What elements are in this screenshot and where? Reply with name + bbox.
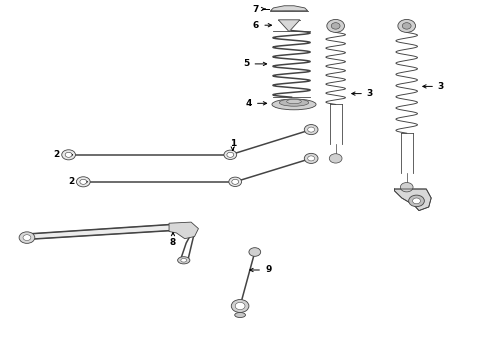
Circle shape xyxy=(409,195,424,207)
Circle shape xyxy=(413,198,420,204)
Text: 4: 4 xyxy=(245,99,252,108)
Circle shape xyxy=(402,23,411,29)
Circle shape xyxy=(304,153,318,163)
Circle shape xyxy=(62,150,75,160)
Polygon shape xyxy=(27,224,174,239)
Circle shape xyxy=(304,125,318,135)
Circle shape xyxy=(65,152,72,157)
Text: 9: 9 xyxy=(265,266,272,274)
Text: 3: 3 xyxy=(367,89,373,98)
Text: 5: 5 xyxy=(243,59,249,68)
Text: 2: 2 xyxy=(69,177,74,186)
Polygon shape xyxy=(270,6,308,11)
Circle shape xyxy=(23,235,31,240)
Circle shape xyxy=(19,232,35,243)
Ellipse shape xyxy=(177,257,190,264)
Circle shape xyxy=(327,19,344,32)
Text: 1: 1 xyxy=(230,139,236,148)
Polygon shape xyxy=(394,189,431,211)
Circle shape xyxy=(76,177,90,187)
Ellipse shape xyxy=(181,258,187,262)
Circle shape xyxy=(329,154,342,163)
Circle shape xyxy=(308,127,315,132)
Circle shape xyxy=(235,302,245,310)
Circle shape xyxy=(249,248,261,256)
Circle shape xyxy=(227,152,234,157)
Text: 6: 6 xyxy=(253,21,259,30)
Ellipse shape xyxy=(272,99,316,110)
Circle shape xyxy=(400,183,413,192)
Polygon shape xyxy=(278,20,300,32)
Text: 2: 2 xyxy=(54,150,60,159)
Circle shape xyxy=(224,150,237,159)
Polygon shape xyxy=(169,222,198,239)
Ellipse shape xyxy=(287,99,301,104)
Text: 3: 3 xyxy=(438,82,444,91)
Circle shape xyxy=(331,23,340,29)
Circle shape xyxy=(398,19,416,32)
Circle shape xyxy=(229,177,242,186)
Ellipse shape xyxy=(278,7,300,10)
Circle shape xyxy=(80,179,87,184)
Ellipse shape xyxy=(279,99,309,106)
Circle shape xyxy=(232,179,239,184)
Text: 7: 7 xyxy=(252,4,259,13)
Circle shape xyxy=(308,156,315,161)
Circle shape xyxy=(231,300,249,312)
Text: 8: 8 xyxy=(170,238,176,247)
Ellipse shape xyxy=(235,312,245,318)
